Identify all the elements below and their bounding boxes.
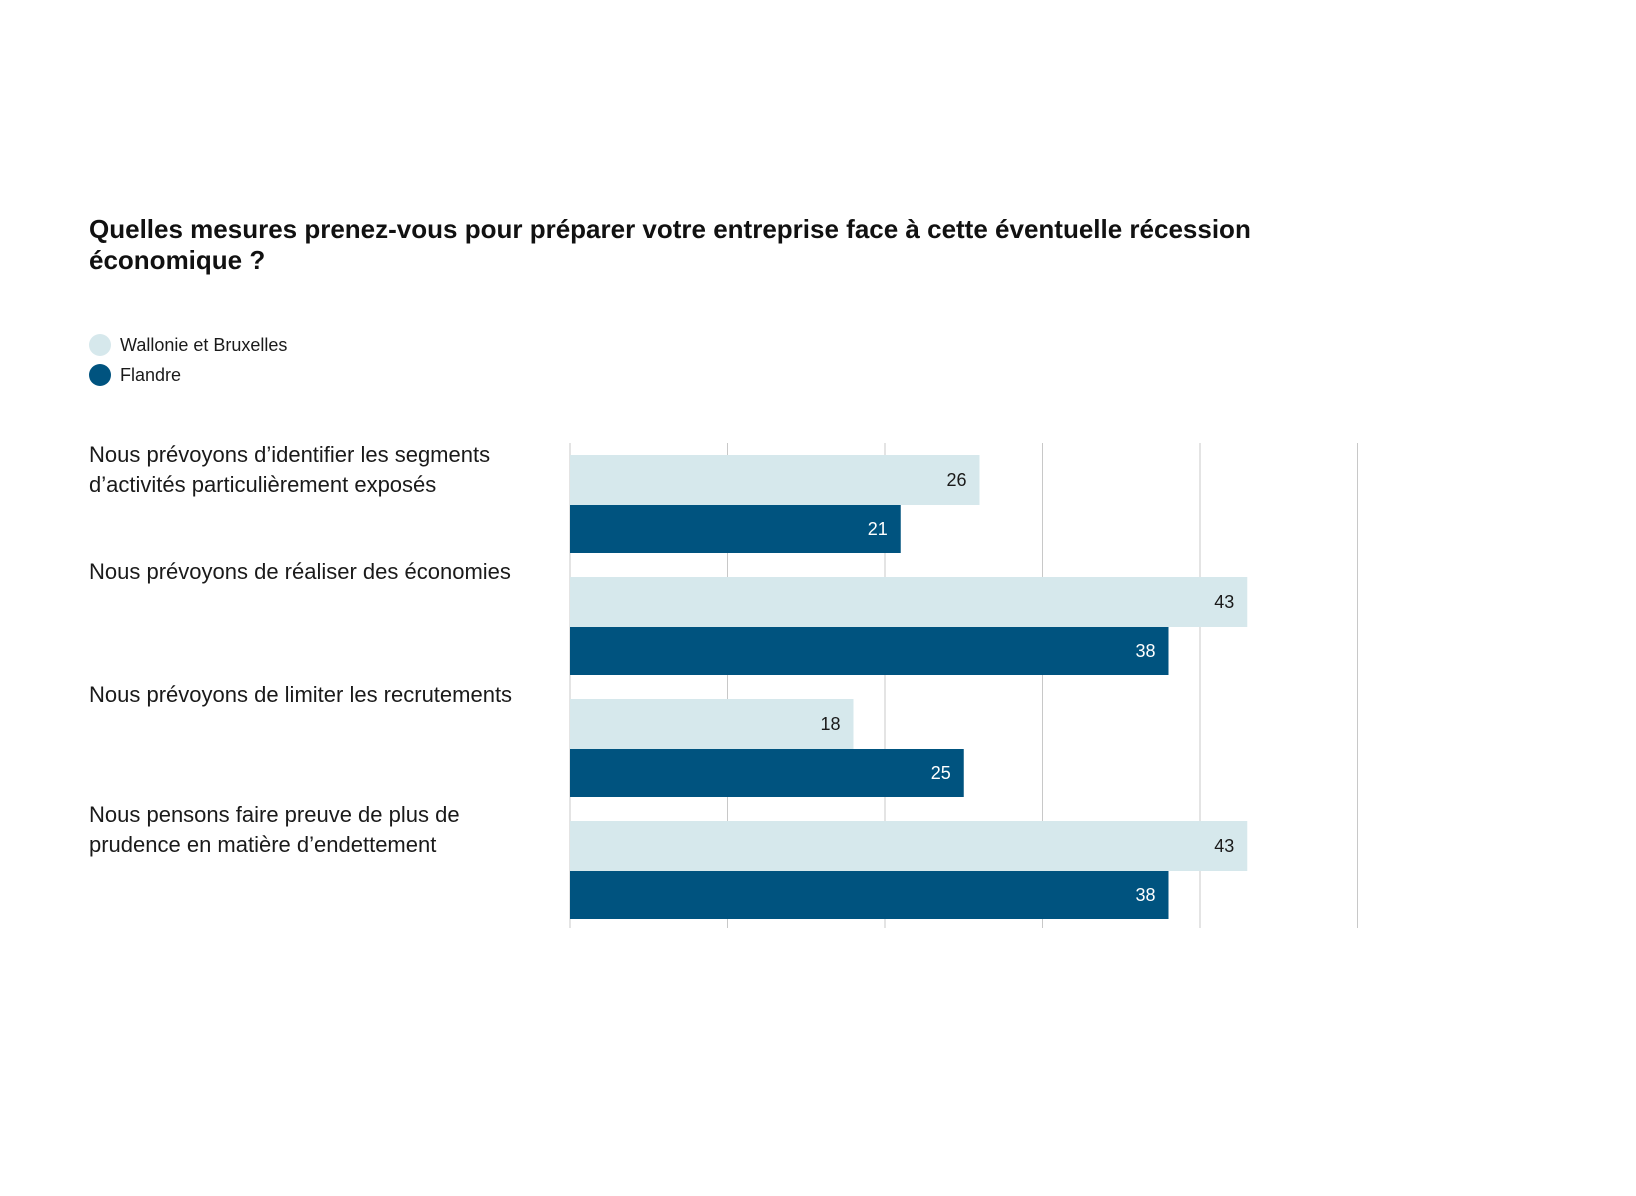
bar-wallonie-4 — [570, 821, 1248, 871]
legend-item-flandre: Flandre — [89, 360, 287, 390]
bar-value-flandre-4: 38 — [1135, 885, 1155, 905]
legend-label-wallonie: Wallonie et Bruxelles — [120, 334, 288, 355]
bar-flandre-2 — [570, 627, 1169, 675]
legend-swatch-wallonie — [89, 334, 111, 356]
bar-flandre-1 — [570, 505, 901, 553]
chart-title: Quelles mesures prenez-vous pour prépare… — [89, 214, 1251, 275]
legend: Wallonie et Bruxelles Flandre — [89, 330, 287, 390]
category-label-endettement: Nous pensons faire preuve de plus de pru… — [89, 802, 460, 857]
bar-flandre-3 — [570, 749, 964, 797]
bar-wallonie-3 — [570, 699, 854, 749]
bar-value-flandre-1: 21 — [868, 519, 888, 539]
bar-wallonie-1 — [570, 455, 980, 505]
legend-swatch-flandre — [89, 364, 111, 386]
category-label-recrutements: Nous prévoyons de limiter les recrutemen… — [89, 682, 513, 707]
legend-item-wallonie: Wallonie et Bruxelles — [89, 330, 287, 360]
bar-flandre-4 — [570, 871, 1169, 919]
bar-wallonie-2 — [570, 577, 1248, 627]
bar-value-wallonie-1: 26 — [946, 470, 966, 490]
bar-value-flandre-2: 38 — [1135, 641, 1155, 661]
bar-value-wallonie-2: 43 — [1214, 592, 1234, 612]
legend-label-flandre: Flandre — [120, 364, 182, 385]
bar-value-wallonie-4: 43 — [1214, 836, 1234, 856]
bar-value-wallonie-3: 18 — [820, 714, 840, 734]
category-label-identifier: Nous prévoyons d’identifier les segments… — [89, 442, 491, 497]
bar-value-flandre-3: 25 — [931, 763, 951, 783]
category-label-economies: Nous prévoyons de réaliser des économies — [89, 559, 511, 584]
